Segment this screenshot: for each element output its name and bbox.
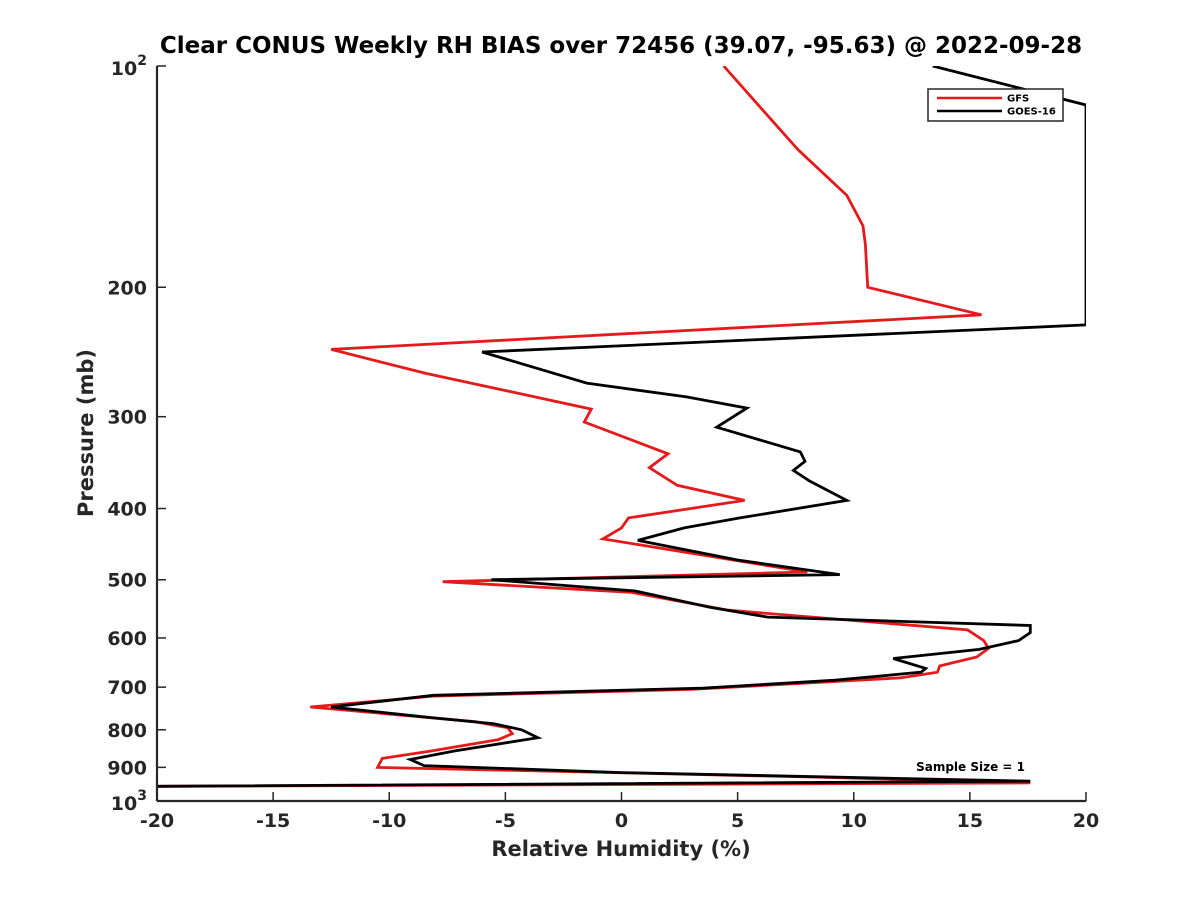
x-axis-label: Relative Humidity (%) [491,837,750,861]
y-tick-label: 400 [107,499,147,521]
x-tick-label: 10 [841,810,867,832]
y-axis-label: Pressure (mb) [74,349,98,517]
y-tick-label: 800 [107,720,147,742]
y-tick-label: 700 [107,677,147,699]
x-tick-label: -20 [140,810,174,832]
x-tick-label: -10 [372,810,406,832]
x-ticks: -20 -15 -10 -5 0 5 10 15 20 [140,792,1099,832]
series-line-gfs [157,66,1031,788]
y-tick-label-exponent: 103 [111,788,147,815]
legend-label-goes16: GOES-16 [1007,107,1056,118]
y-tick-label: 600 [107,628,147,650]
x-tick-label: 5 [731,810,744,832]
y-ticks: 200 300 400 500 600 700 800 900 102 103 [107,53,166,815]
y-tick-label: 900 [107,757,147,779]
x-tick-label: 15 [957,810,983,832]
sample-size-annotation: Sample Size = 1 [916,760,1025,774]
y-tick-label-exponent: 102 [111,53,147,80]
plot-lines [157,66,1086,788]
legend: GFS GOES-16 [927,88,1064,122]
y-tick-label: 200 [107,277,147,299]
x-tick-label: 0 [615,810,628,832]
x-tick-label: 20 [1073,810,1099,832]
chart-title: Clear CONUS Weekly RH BIAS over 72456 (3… [160,33,1082,59]
x-tick-label: -15 [256,810,290,832]
y-tick-label: 300 [107,407,147,429]
y-tick-label: 500 [107,570,147,592]
legend-box [927,88,1064,122]
series-line-goes-16 [157,66,1086,788]
legend-label-gfs: GFS [1007,94,1029,105]
x-tick-label: -5 [495,810,516,832]
